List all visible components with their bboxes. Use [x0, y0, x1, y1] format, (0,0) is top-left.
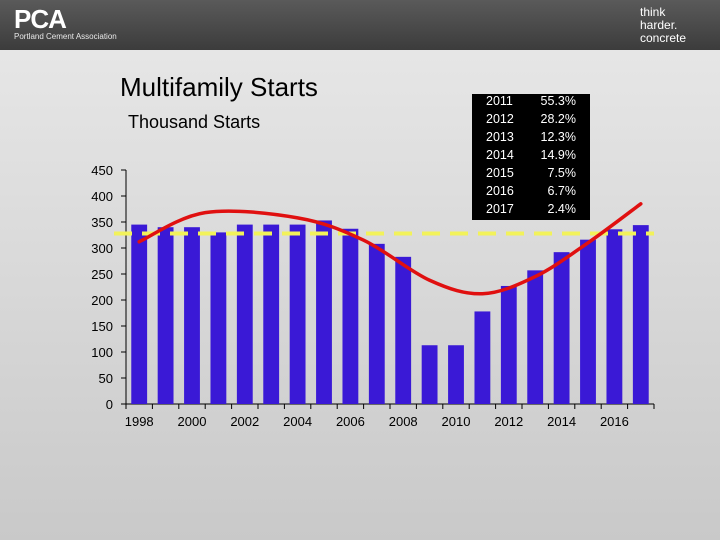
y-tick-label: 450: [91, 163, 113, 178]
x-tick-label: 2016: [600, 414, 629, 429]
growth-row: 2016 6.7%: [472, 184, 590, 202]
x-tick-label: 2014: [547, 414, 576, 429]
x-tick-label: 1998: [125, 414, 154, 429]
bar: [474, 311, 491, 404]
bar: [368, 243, 385, 404]
growth-row: 2014 14.9%: [472, 148, 590, 166]
growth-rate: 12.3%: [540, 130, 576, 144]
tagline: think harder. concrete: [640, 6, 706, 45]
pca-logo-subtitle: Portland Cement Association: [14, 32, 117, 41]
bar: [632, 225, 649, 404]
bar: [500, 285, 517, 404]
x-tick-label: 2000: [178, 414, 207, 429]
chart-subtitle: Thousand Starts: [128, 112, 261, 132]
tagline-line: think: [640, 5, 666, 19]
growth-row: 2011 55.3%: [472, 94, 590, 112]
bar: [236, 224, 253, 404]
bar: [184, 227, 200, 404]
growth-year: 2015: [486, 166, 514, 180]
growth-year: 2011: [486, 94, 513, 108]
bar: [316, 220, 332, 404]
growth-rate: 55.3%: [540, 94, 576, 108]
pca-logo: PCA: [14, 4, 67, 34]
x-tick-label: 2008: [389, 414, 418, 429]
x-tick-label: 2006: [336, 414, 365, 429]
slide-background: [0, 50, 720, 540]
trend-curve: [137, 202, 643, 296]
growth-rate-table: 2011 55.3% 2012 28.2% 2013 12.3% 2014 14…: [472, 94, 590, 220]
growth-row: 2012 28.2%: [472, 112, 590, 130]
y-tick-label: 400: [91, 189, 113, 204]
growth-year: 2013: [486, 130, 514, 144]
bar: [131, 224, 148, 404]
y-tick-label: 50: [99, 371, 113, 386]
bar: [395, 256, 412, 404]
growth-rate: 7.5%: [547, 166, 577, 180]
growth-year: 2012: [486, 112, 514, 126]
growth-row: 2013 12.3%: [472, 130, 590, 148]
bar: [448, 345, 464, 404]
bar: [527, 270, 544, 404]
growth-row: 2015 7.5%: [472, 166, 590, 184]
growth-rate: 14.9%: [540, 148, 576, 162]
x-tick-label: 2010: [442, 414, 471, 429]
growth-row: 2017 2.4%: [472, 202, 590, 220]
bar: [210, 232, 227, 404]
bar: [606, 229, 623, 404]
y-tick-label: 200: [91, 293, 113, 308]
slide-title: Multifamily Starts: [120, 72, 318, 102]
x-tick-label: 2004: [283, 414, 312, 429]
bar: [289, 224, 306, 404]
growth-rate: 28.2%: [540, 112, 576, 126]
bar: [580, 239, 596, 404]
y-tick-label: 100: [91, 345, 113, 360]
growth-rate: 6.7%: [547, 184, 577, 198]
y-tick-label: 150: [91, 319, 113, 334]
growth-year: 2014: [486, 148, 514, 162]
growth-year: 2017: [486, 202, 514, 216]
growth-rate: 2.4%: [547, 202, 577, 216]
bar: [157, 227, 174, 404]
y-tick-label: 0: [106, 397, 113, 412]
bar: [421, 345, 438, 404]
tagline-line: concrete: [640, 31, 687, 45]
header-bar: PCA Portland Cement Association think ha…: [0, 0, 720, 50]
growth-year: 2016: [486, 184, 514, 198]
bar: [342, 228, 359, 404]
tagline-line: harder.: [640, 18, 678, 32]
y-tick-label: 300: [91, 241, 113, 256]
x-tick-label: 2002: [230, 414, 259, 429]
y-tick-label: 350: [91, 215, 113, 230]
y-tick-label: 250: [91, 267, 113, 282]
bar: [263, 224, 280, 404]
x-tick-label: 2012: [494, 414, 523, 429]
bar: [553, 252, 570, 404]
